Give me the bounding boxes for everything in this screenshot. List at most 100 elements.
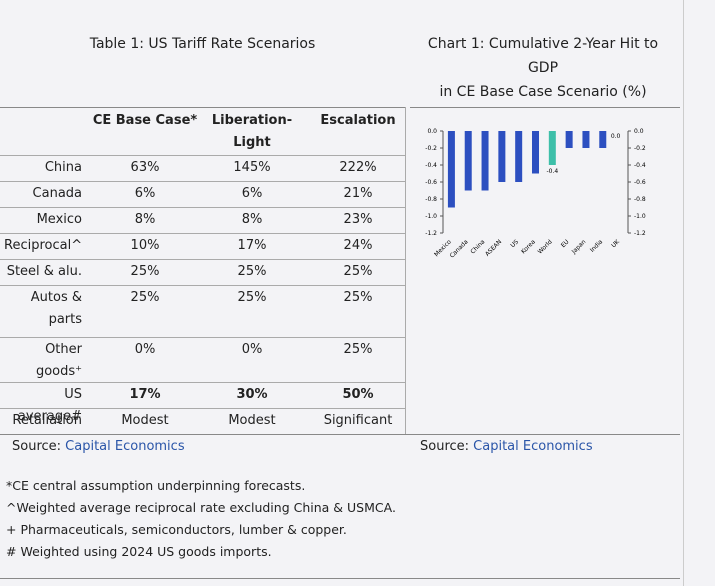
cell: 25% (237, 264, 267, 279)
bar (447, 131, 455, 208)
row-label: Retaliation (12, 413, 82, 428)
cell: Modest (121, 413, 169, 428)
x-tick-label: EU (560, 238, 571, 249)
cell: 6% (134, 186, 156, 201)
rule (0, 285, 405, 286)
cell: 63% (130, 160, 160, 175)
y-tick-label: -1.2 (634, 230, 646, 237)
y-tick-label: -1.2 (425, 230, 437, 237)
y-tick-label: -0.2 (634, 145, 646, 152)
source-link[interactable]: Capital Economics (65, 439, 185, 454)
bar (599, 131, 607, 148)
cell: Modest (228, 413, 276, 428)
rule (0, 382, 405, 383)
cell: 50% (342, 387, 374, 402)
y-tick-label: -0.8 (634, 196, 646, 203)
x-tick-label: Canada (449, 238, 470, 259)
row-label: Canada (32, 186, 82, 201)
cell: 25% (343, 264, 373, 279)
chart-title-line: GDP (527, 60, 559, 76)
rule (0, 181, 405, 182)
cell: 25% (130, 264, 160, 279)
cell: 25% (237, 290, 267, 305)
y-tick-label: -0.4 (425, 162, 437, 169)
x-tick-label: India (589, 238, 605, 254)
table-title: Table 1: US Tariff Rate Scenarios (89, 36, 316, 52)
rule (0, 155, 405, 156)
x-tick-label: World (537, 238, 554, 255)
bar (548, 131, 556, 165)
cell: 25% (130, 290, 160, 305)
rule (0, 337, 405, 338)
source: Source: Capital Economics (12, 439, 185, 454)
source-label: Source: (12, 439, 62, 454)
bar (532, 131, 539, 174)
rule (405, 107, 406, 434)
rule (0, 434, 680, 435)
column-header: Liberation-Light (211, 113, 293, 150)
row-label: US average# (17, 387, 82, 424)
cell: 0% (134, 342, 156, 357)
cell: 25% (343, 342, 373, 357)
row-label: Mexico (36, 212, 82, 227)
cell: 25% (343, 290, 373, 305)
source: Source: Capital Economics (420, 439, 593, 454)
note: + Pharmaceuticals, semiconductors, lumbe… (6, 522, 347, 537)
chart: 0.0 0.0 -0.2 -0.2 -0.4 -0.4 -0.6 -0.6 -0.8 -0.8 -1… (425, 128, 646, 260)
column-header: CE Base Case* (92, 113, 198, 128)
y-tick-label: -0.6 (634, 179, 646, 186)
chart-title-line: in CE Base Case Scenario (%) (439, 84, 647, 100)
bar (582, 131, 590, 148)
x-tick-label: ASEAN (484, 238, 503, 257)
cell: 6% (241, 186, 263, 201)
row-label: China (44, 160, 82, 175)
note: # Weighted using 2024 US goods imports. (6, 544, 272, 559)
x-tick-label: Korea (520, 238, 537, 255)
rule (0, 207, 405, 208)
column-header: Escalation (320, 113, 396, 128)
y-tick-label: -1.0 (634, 213, 646, 220)
note: *CE central assumption underpinning fore… (6, 478, 306, 493)
value-label: 0.0 (611, 133, 621, 140)
y-tick-label: -0.2 (425, 145, 437, 152)
row-label: Other goods⁺ (35, 342, 82, 379)
cell: 21% (343, 186, 373, 201)
x-tick-label: Japan (570, 238, 588, 256)
cell: 24% (343, 238, 373, 253)
y-tick-label: 0.0 (427, 128, 437, 135)
y-tick-label: -1.0 (425, 213, 437, 220)
bar (481, 131, 489, 191)
row-label: Steel & alu. (6, 264, 82, 279)
rule (0, 259, 405, 260)
cell: 8% (241, 212, 263, 227)
cell: Significant (323, 413, 393, 428)
x-tick-label: US (509, 238, 520, 249)
divider (683, 0, 684, 586)
rule (0, 408, 405, 409)
cell: 8% (134, 212, 156, 227)
cell: 145% (233, 160, 271, 175)
source-label: Source: (420, 439, 470, 454)
cell: 10% (130, 238, 160, 253)
y-tick-label: -0.4 (634, 162, 646, 169)
bar (498, 131, 506, 182)
x-tick-label: UK (610, 238, 622, 250)
y-tick-label: -0.6 (425, 179, 437, 186)
cell: 30% (236, 387, 268, 402)
bar (565, 131, 573, 148)
cell: 23% (343, 212, 373, 227)
bar (464, 131, 472, 191)
rule (0, 578, 680, 579)
bar (515, 131, 523, 182)
rule (0, 233, 405, 234)
y-tick-label: 0.0 (634, 128, 644, 135)
cell: 222% (339, 160, 377, 175)
rule (0, 107, 405, 108)
rule (410, 107, 680, 108)
note: ^Weighted average reciprocal rate exclud… (6, 500, 396, 515)
cell: 17% (237, 238, 267, 253)
source-link[interactable]: Capital Economics (473, 439, 593, 454)
value-label: -0.4 (546, 168, 558, 175)
cell: 0% (241, 342, 263, 357)
